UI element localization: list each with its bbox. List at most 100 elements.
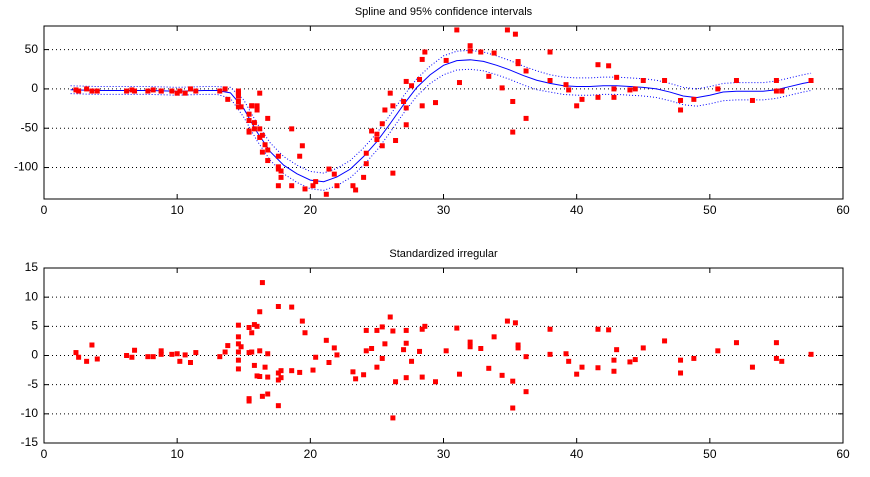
data-point	[254, 107, 260, 113]
data-point	[627, 359, 633, 365]
data-point	[249, 103, 255, 109]
data-point	[515, 342, 521, 348]
data-point	[403, 375, 409, 381]
x-tick-label: 10	[170, 203, 184, 217]
data-point	[579, 96, 585, 102]
data-point	[73, 87, 79, 93]
data-point	[334, 183, 340, 189]
data-point	[491, 334, 497, 340]
data-point	[235, 341, 241, 347]
data-point	[246, 129, 252, 135]
data-point	[182, 90, 188, 96]
data-point	[662, 338, 668, 344]
data-point	[678, 97, 684, 103]
x-tick-label: 0	[41, 203, 48, 217]
data-point	[387, 314, 393, 320]
x-tick-label: 60	[836, 203, 850, 217]
data-point	[73, 350, 79, 356]
data-point	[363, 327, 369, 333]
data-point	[326, 166, 332, 172]
data-point	[275, 304, 281, 309]
data-point	[547, 351, 553, 357]
data-point	[254, 103, 260, 109]
data-point	[773, 77, 779, 83]
data-point	[467, 339, 473, 345]
axes-box	[43, 267, 844, 444]
data-point	[235, 104, 241, 110]
data-point	[363, 150, 369, 156]
data-point	[614, 347, 620, 353]
data-point	[235, 322, 241, 328]
data-point	[297, 369, 303, 375]
data-point	[132, 347, 138, 353]
data-point	[353, 187, 359, 193]
data-point	[246, 118, 252, 124]
data-point	[76, 354, 82, 360]
data-point	[510, 405, 516, 411]
data-point	[409, 83, 415, 89]
data-point	[177, 358, 183, 364]
data-point	[246, 350, 252, 356]
data-point	[361, 174, 367, 180]
data-point	[547, 77, 553, 83]
x-tick-label: 0	[41, 447, 48, 461]
data-point	[390, 328, 396, 334]
data-point	[417, 348, 423, 354]
data-point	[94, 88, 100, 94]
data-point	[808, 77, 814, 83]
data-point	[158, 88, 164, 94]
y-tick-label: 50	[25, 42, 39, 56]
y-tick-label: 5	[31, 319, 38, 333]
data-point	[433, 100, 439, 106]
data-point	[678, 107, 684, 113]
data-point	[640, 77, 646, 83]
x-tick-label: 40	[570, 203, 584, 217]
data-point	[611, 86, 617, 92]
data-point	[289, 183, 295, 189]
data-point	[733, 77, 739, 83]
data-point	[251, 322, 257, 328]
data-point	[382, 341, 388, 347]
data-point	[512, 320, 518, 326]
data-point	[313, 179, 319, 185]
data-point	[302, 330, 308, 336]
data-point	[393, 137, 399, 143]
data-point	[779, 358, 785, 364]
x-tick-label: 40	[570, 447, 584, 461]
data-point	[310, 183, 316, 189]
data-point	[374, 327, 380, 333]
data-point	[246, 398, 252, 404]
data-point	[235, 334, 241, 340]
data-point	[193, 88, 199, 94]
data-point	[275, 153, 281, 159]
y-tick-label: 0	[31, 81, 38, 95]
data-point	[467, 344, 473, 350]
data-point	[715, 86, 721, 92]
data-point	[390, 415, 396, 421]
data-point	[76, 88, 82, 94]
data-point	[257, 348, 263, 354]
data-point	[467, 43, 473, 49]
data-point	[265, 147, 271, 153]
data-point	[403, 105, 409, 111]
data-point	[611, 357, 617, 363]
data-point	[238, 104, 244, 110]
data-point	[523, 115, 529, 121]
y-tick-label: -10	[21, 406, 39, 420]
data-point	[632, 357, 638, 363]
data-point	[456, 371, 462, 377]
data-point	[129, 87, 135, 93]
data-point	[353, 376, 359, 382]
data-point	[129, 354, 135, 360]
data-point	[350, 183, 356, 189]
data-point	[382, 107, 388, 113]
data-point	[369, 128, 375, 134]
chart-title: Standardized irregular	[389, 248, 498, 260]
x-tick-label: 60	[836, 447, 850, 461]
data-point	[331, 171, 337, 177]
data-point	[773, 340, 779, 346]
x-tick-label: 20	[304, 203, 318, 217]
data-point	[257, 126, 263, 132]
data-point	[523, 68, 529, 74]
data-point	[369, 346, 375, 351]
